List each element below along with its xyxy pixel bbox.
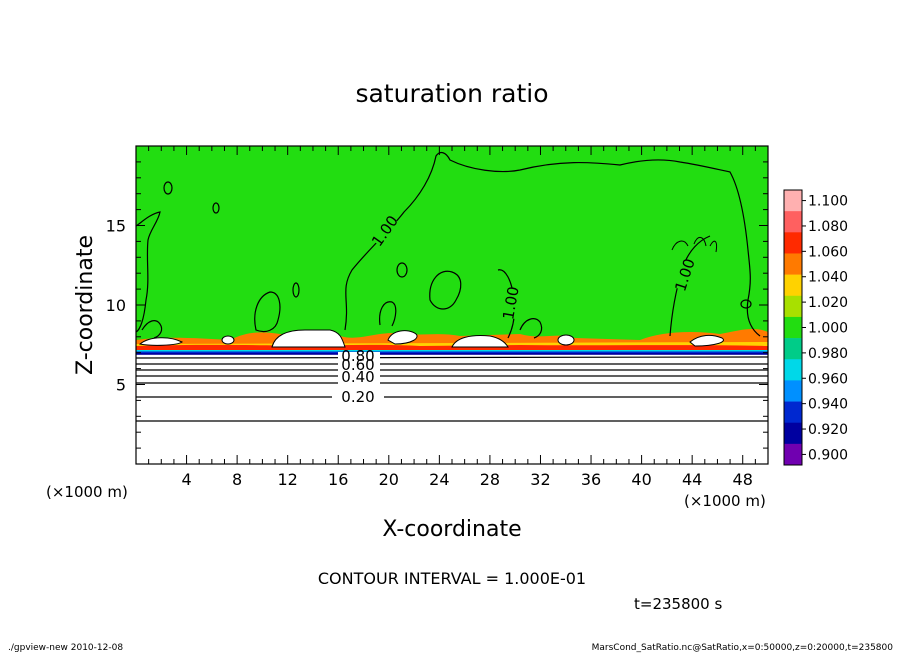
- x-axis-ticks: 4 8 12 16 20 24 28 32 36 40 44 48: [148, 146, 756, 489]
- x-tick-label: 48: [733, 470, 753, 489]
- colorbar-label: 0.920: [808, 422, 848, 438]
- white-patch-6: [557, 334, 575, 346]
- x-tick-label: 44: [682, 470, 702, 489]
- x-tick-label: 4: [181, 470, 191, 489]
- colorbar-segment: [784, 422, 802, 445]
- supersaturated-field: [136, 146, 768, 354]
- x-tick-label: 36: [581, 470, 601, 489]
- x-unit-label: (×1000 m): [684, 492, 766, 510]
- contour-1.00-small-3: [396, 262, 408, 278]
- contour-1.00-blob4: [519, 318, 543, 339]
- x-tick-label: 8: [232, 470, 242, 489]
- colorbar-segment: [784, 253, 802, 275]
- colorbar-segment: [784, 232, 802, 254]
- white-patch-3: [387, 330, 418, 345]
- colorbar-segment: [784, 401, 802, 423]
- x-axis-label: X-coordinate: [382, 517, 521, 542]
- y-tick-label: 15: [106, 217, 126, 236]
- colorbar-label: 1.040: [808, 270, 848, 286]
- white-patch-5: [689, 334, 724, 347]
- x-tick-label: 40: [631, 470, 651, 489]
- cyan-band: [136, 350, 768, 352]
- colorbar-segment: [784, 338, 802, 360]
- colorbar-segment: [784, 359, 802, 381]
- x-tick-label: 28: [480, 470, 500, 489]
- colorbar-label: 0.900: [808, 447, 848, 463]
- contour-label-2: 1.00: [499, 285, 523, 321]
- x-tick-label: 12: [278, 470, 298, 489]
- contour-label-0.80: 0.80: [341, 347, 374, 365]
- colorbar-label: 1.100: [808, 194, 848, 210]
- colorbar-label: 0.940: [808, 397, 848, 413]
- white-patch-7: [221, 335, 235, 345]
- colorbar-segment: [784, 211, 802, 233]
- contour-1.00-left: [136, 211, 161, 333]
- x-tick-label: 20: [379, 470, 399, 489]
- colorbar-label: 1.060: [808, 244, 848, 260]
- y-tick-label: 5: [116, 376, 126, 395]
- contour-1.00-main: [344, 151, 761, 337]
- contour-1.00-right-cells: [671, 237, 717, 253]
- white-patch-1: [271, 329, 346, 348]
- colorbar-segment: [784, 274, 802, 297]
- blue-band: [136, 351, 768, 354]
- colorbar-segment: [784, 316, 802, 339]
- navy-band: [136, 353, 768, 355]
- colorbar-label: 0.980: [808, 346, 848, 362]
- contour-1.00-small-4: [740, 299, 752, 309]
- y-axis-ticks: 5 10 15: [106, 161, 768, 449]
- contour-1.00-blob1: [429, 270, 462, 310]
- contour-1.00-blob2: [254, 291, 281, 333]
- contour-label-0.20: 0.20: [341, 388, 374, 406]
- lower-contours: [136, 356, 768, 422]
- contour-label-0.60: 0.60: [341, 356, 374, 374]
- colorbar-label: 1.020: [808, 295, 848, 311]
- contour-1.00-small-2: [212, 202, 220, 214]
- y-tick-label: 10: [106, 296, 126, 315]
- contour-interval: CONTOUR INTERVAL = 1.000E-01: [318, 569, 586, 588]
- colorbar-segment: [784, 443, 802, 466]
- time-stamp: t=235800 s: [634, 595, 722, 613]
- x-tick-label: 32: [530, 470, 550, 489]
- x-tick-label: 24: [429, 470, 449, 489]
- colorbar-segment: [784, 190, 802, 212]
- colorbar-label: 1.000: [808, 321, 848, 337]
- plot-area: 1.00 1.00 1.00 0.80 0.60 0.40 0.20: [136, 146, 768, 464]
- contour-1.00-small-1: [163, 181, 173, 195]
- z-unit-label: (×1000 m): [46, 483, 128, 501]
- colorbar: 1.100 1.080 1.060 1.040 1.020 1.000 0.980 0.960…: [783, 189, 848, 466]
- contour-1.00-left2: [141, 320, 163, 339]
- contour-label-0.40: 0.40: [341, 368, 374, 386]
- x-tick-label: 16: [328, 470, 348, 489]
- white-patch-4: [138, 337, 183, 346]
- colorbar-segment: [784, 380, 802, 402]
- contour-1.00-blob3: [379, 301, 397, 327]
- footer-left: ./gpview-new 2010-12-08: [8, 643, 123, 653]
- colorbar-segment: [784, 295, 802, 318]
- colorbar-label: 0.960: [808, 371, 848, 387]
- dry-layer: [136, 354, 768, 464]
- chart-title: saturation ratio: [355, 79, 548, 108]
- colorbar-label: 1.080: [808, 219, 848, 235]
- white-patch-2: [451, 335, 509, 348]
- footer-right: MarsCond_SatRatio.nc@SatRatio,x=0:50000,…: [592, 643, 894, 653]
- y-axis-label: Z-coordinate: [73, 235, 98, 375]
- contour-1.00-small-5: [292, 282, 300, 298]
